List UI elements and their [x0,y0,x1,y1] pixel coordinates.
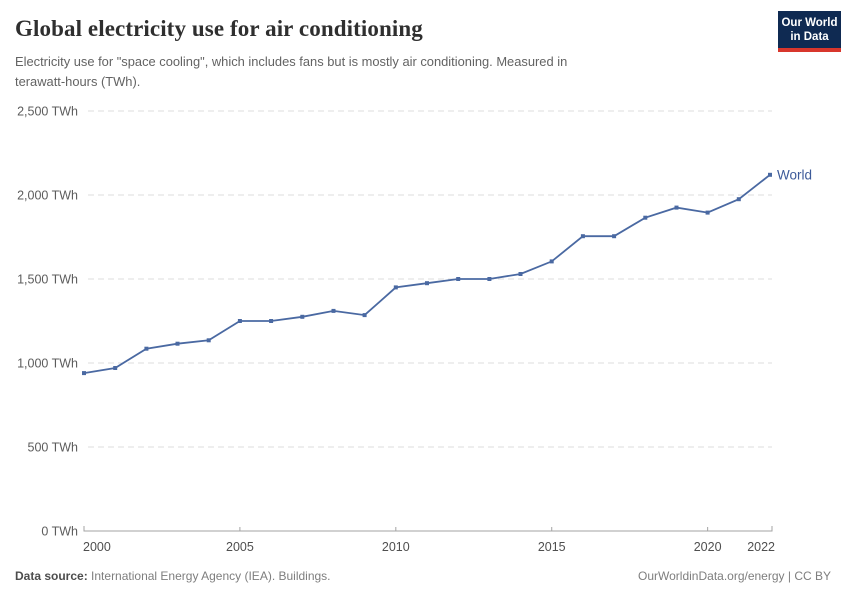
data-point[interactable] [518,272,523,276]
x-axis-line [83,526,773,532]
data-point[interactable] [82,371,86,376]
chart-footer: Data source: International Energy Agency… [15,569,831,583]
x-axis-tick-label: 2022 [747,540,775,554]
y-axis-tick-label: 0 TWh [41,525,78,539]
data-point[interactable] [487,277,492,281]
data-point[interactable] [206,338,211,343]
data-point[interactable] [643,215,648,220]
x-axis-tick-label: 2005 [226,540,254,554]
series-group [82,172,772,376]
owid-logo-text-line2: in Data [790,30,829,43]
y-axis-tick-label: 500 TWh [28,441,79,455]
y-axis-tick-label: 2,000 TWh [17,189,78,203]
data-point[interactable] [300,314,305,319]
page-title: Global electricity use for air condition… [15,16,423,41]
data-point[interactable] [580,234,585,239]
data-point[interactable] [549,259,554,264]
data-point[interactable] [674,205,679,210]
data-source-note: Data source: International Energy Agency… [15,569,331,583]
data-source-label: Data source: [15,569,88,583]
data-point[interactable] [113,366,118,370]
data-point[interactable] [175,341,180,346]
data-point[interactable] [393,285,398,290]
world-series-line[interactable] [83,174,771,374]
y-axis-tick-label: 2,500 TWh [17,105,78,119]
owid-logo-text-line1: Our World [781,16,838,29]
series-label-world[interactable]: World [777,167,812,182]
y-axis-tick-label: 1,500 TWh [17,273,78,287]
y-axis-tick-label: 1,000 TWh [17,357,78,371]
data-source-text: International Energy Agency (IEA). Build… [91,569,331,583]
x-axis-group: 2000 2005 2010 2015 2020 2022 [83,526,775,554]
data-point[interactable] [362,313,367,318]
data-point[interactable] [612,234,617,239]
data-point[interactable] [331,308,336,313]
data-point[interactable] [425,281,429,286]
data-point[interactable] [237,319,242,323]
x-axis-tick-label: 2010 [382,540,410,554]
owid-logo[interactable]: Our World in Data [778,11,841,52]
data-point[interactable] [456,277,461,281]
data-point[interactable] [705,210,710,215]
x-axis-tick-label: 2015 [538,540,566,554]
data-point[interactable] [269,319,274,323]
x-axis-tick-label: 2000 [83,540,111,554]
data-point[interactable] [144,346,149,351]
data-point[interactable] [736,197,741,202]
data-point[interactable] [768,172,772,177]
x-axis-tick-label: 2020 [694,540,722,554]
gridlines-group [88,110,772,448]
y-axis-labels-group: 2,500 TWh 2,000 TWh 1,500 TWh 1,000 TWh 500 … [17,105,78,539]
attribution-link[interactable]: OurWorldinData.org/energy | CC BY [638,569,831,583]
chart-subtitle: Electricity use for "space cooling", whi… [15,54,568,89]
